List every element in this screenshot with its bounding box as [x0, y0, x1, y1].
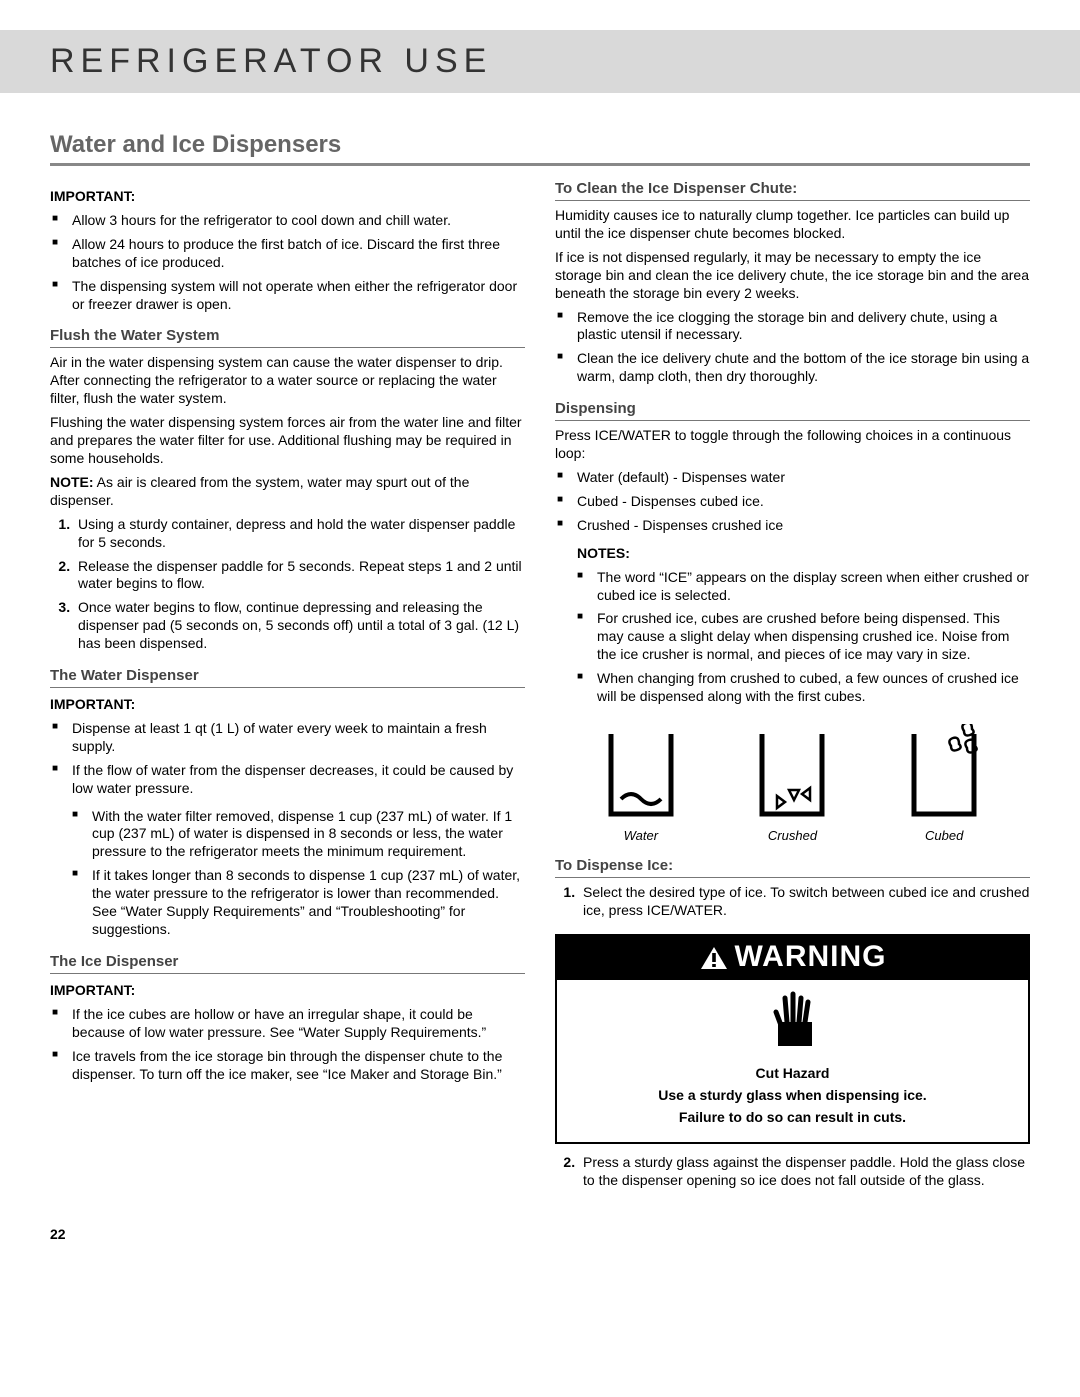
water-dispenser-list: Dispense at least 1 qt (1 L) of water ev…: [50, 720, 525, 798]
content-area: Water and Ice Dispensers IMPORTANT: Allo…: [0, 93, 1080, 1282]
section-rule: [50, 163, 1030, 166]
list-item: If the ice cubes are hollow or have an i…: [72, 1006, 525, 1042]
dispensing-notes: The word “ICE” appears on the display sc…: [555, 569, 1030, 706]
list-item: Allow 24 hours to produce the first batc…: [72, 236, 525, 272]
section-title: Water and Ice Dispensers: [50, 131, 1030, 159]
list-item: Water (default) - Dispenses water: [577, 469, 1030, 487]
important-label: IMPORTANT:: [50, 696, 525, 714]
warning-text: Cut Hazard Use a sturdy glass when dispe…: [557, 1057, 1028, 1143]
list-item: Dispense at least 1 qt (1 L) of water ev…: [72, 720, 525, 756]
list-item: The dispensing system will not operate w…: [72, 278, 525, 314]
list-item: When changing from crushed to cubed, a f…: [597, 670, 1030, 706]
list-item: Release the dispenser paddle for 5 secon…: [74, 558, 525, 594]
water-icon-cell: Water: [596, 724, 686, 843]
warning-box: WARNING Cut Hazard Use a sturdy: [555, 934, 1030, 1145]
crushed-cup-icon: [747, 724, 837, 824]
flush-heading: Flush the Water System: [50, 327, 525, 348]
cubed-icon-label: Cubed: [899, 828, 989, 843]
left-column: IMPORTANT: Allow 3 hours for the refrige…: [50, 180, 525, 1200]
list-item: Using a sturdy container, depress and ho…: [74, 516, 525, 552]
water-icon-label: Water: [596, 828, 686, 843]
body-text: Press ICE/WATER to toggle through the fo…: [555, 427, 1030, 463]
note-label: NOTE:: [50, 474, 94, 490]
list-item: Once water begins to flow, continue depr…: [74, 599, 525, 653]
body-text: Flushing the water dispensing system for…: [50, 414, 525, 468]
ice-dispenser-heading: The Ice Dispenser: [50, 953, 525, 974]
water-dispenser-heading: The Water Dispenser: [50, 667, 525, 688]
list-item: Press a sturdy glass against the dispens…: [579, 1154, 1030, 1190]
clean-chute-list: Remove the ice clogging the storage bin …: [555, 309, 1030, 387]
two-column-layout: IMPORTANT: Allow 3 hours for the refrige…: [50, 180, 1030, 1200]
body-text: If ice is not dispensed regularly, it ma…: [555, 249, 1030, 303]
crushed-icon-label: Crushed: [747, 828, 837, 843]
dispenser-icon-row: Water Crushed: [555, 724, 1030, 843]
water-cup-icon: [596, 724, 686, 824]
warning-line: Use a sturdy glass when dispensing ice.: [569, 1087, 1016, 1105]
header-band: REFRIGERATOR USE: [0, 30, 1080, 93]
dispensing-heading: Dispensing: [555, 400, 1030, 421]
body-text: Humidity causes ice to naturally clump t…: [555, 207, 1030, 243]
page-number: 22: [50, 1226, 1030, 1242]
important-label: IMPORTANT:: [50, 982, 525, 1000]
warning-header: WARNING: [557, 936, 1028, 980]
cubed-icon-cell: Cubed: [899, 724, 989, 843]
list-item: The word “ICE” appears on the display sc…: [597, 569, 1030, 605]
ice-dispenser-list: If the ice cubes are hollow or have an i…: [50, 1006, 525, 1084]
flush-steps: Using a sturdy container, depress and ho…: [50, 516, 525, 653]
clean-chute-heading: To Clean the Ice Dispenser Chute:: [555, 180, 1030, 201]
list-item: For crushed ice, cubes are crushed befor…: [597, 610, 1030, 664]
list-item: Cubed - Dispenses cubed ice.: [577, 493, 1030, 511]
cubed-cup-icon: [899, 724, 989, 824]
warning-line: Failure to do so can result in cuts.: [569, 1109, 1016, 1127]
right-column: To Clean the Ice Dispenser Chute: Humidi…: [555, 180, 1030, 1200]
dispense-ice-steps-top: Select the desired type of ice. To switc…: [555, 884, 1030, 920]
list-item: Clean the ice delivery chute and the bot…: [577, 350, 1030, 386]
warning-line: Cut Hazard: [569, 1065, 1016, 1083]
body-text: Air in the water dispensing system can c…: [50, 354, 525, 408]
dispense-ice-heading: To Dispense Ice:: [555, 857, 1030, 878]
dispense-ice-steps-bottom: Press a sturdy glass against the dispens…: [555, 1154, 1030, 1190]
important-list: Allow 3 hours for the refrigerator to co…: [50, 212, 525, 314]
note-line: NOTE: As air is cleared from the system,…: [50, 474, 525, 510]
list-item: Select the desired type of ice. To switc…: [579, 884, 1030, 920]
crushed-icon-cell: Crushed: [747, 724, 837, 843]
dispensing-list: Water (default) - Dispenses water Cubed …: [555, 469, 1030, 535]
page-header-title: REFRIGERATOR USE: [50, 42, 1030, 81]
warning-triangle-icon: [699, 945, 729, 971]
note-text: As air is cleared from the system, water…: [50, 474, 469, 508]
important-label: IMPORTANT:: [50, 188, 525, 206]
list-item: Ice travels from the ice storage bin thr…: [72, 1048, 525, 1084]
water-dispenser-sublist: With the water filter removed, dispense …: [50, 808, 525, 939]
list-item: If it takes longer than 8 seconds to dis…: [92, 867, 525, 939]
warning-title: WARNING: [735, 940, 887, 973]
list-item: Remove the ice clogging the storage bin …: [577, 309, 1030, 345]
list-item: Allow 3 hours for the refrigerator to co…: [72, 212, 525, 230]
warning-hand-icon: [557, 980, 1028, 1057]
list-item: If the flow of water from the dispenser …: [72, 762, 525, 798]
list-item: Crushed - Dispenses crushed ice: [577, 517, 1030, 535]
list-item: With the water filter removed, dispense …: [92, 808, 525, 862]
notes-label: NOTES:: [577, 545, 1030, 563]
